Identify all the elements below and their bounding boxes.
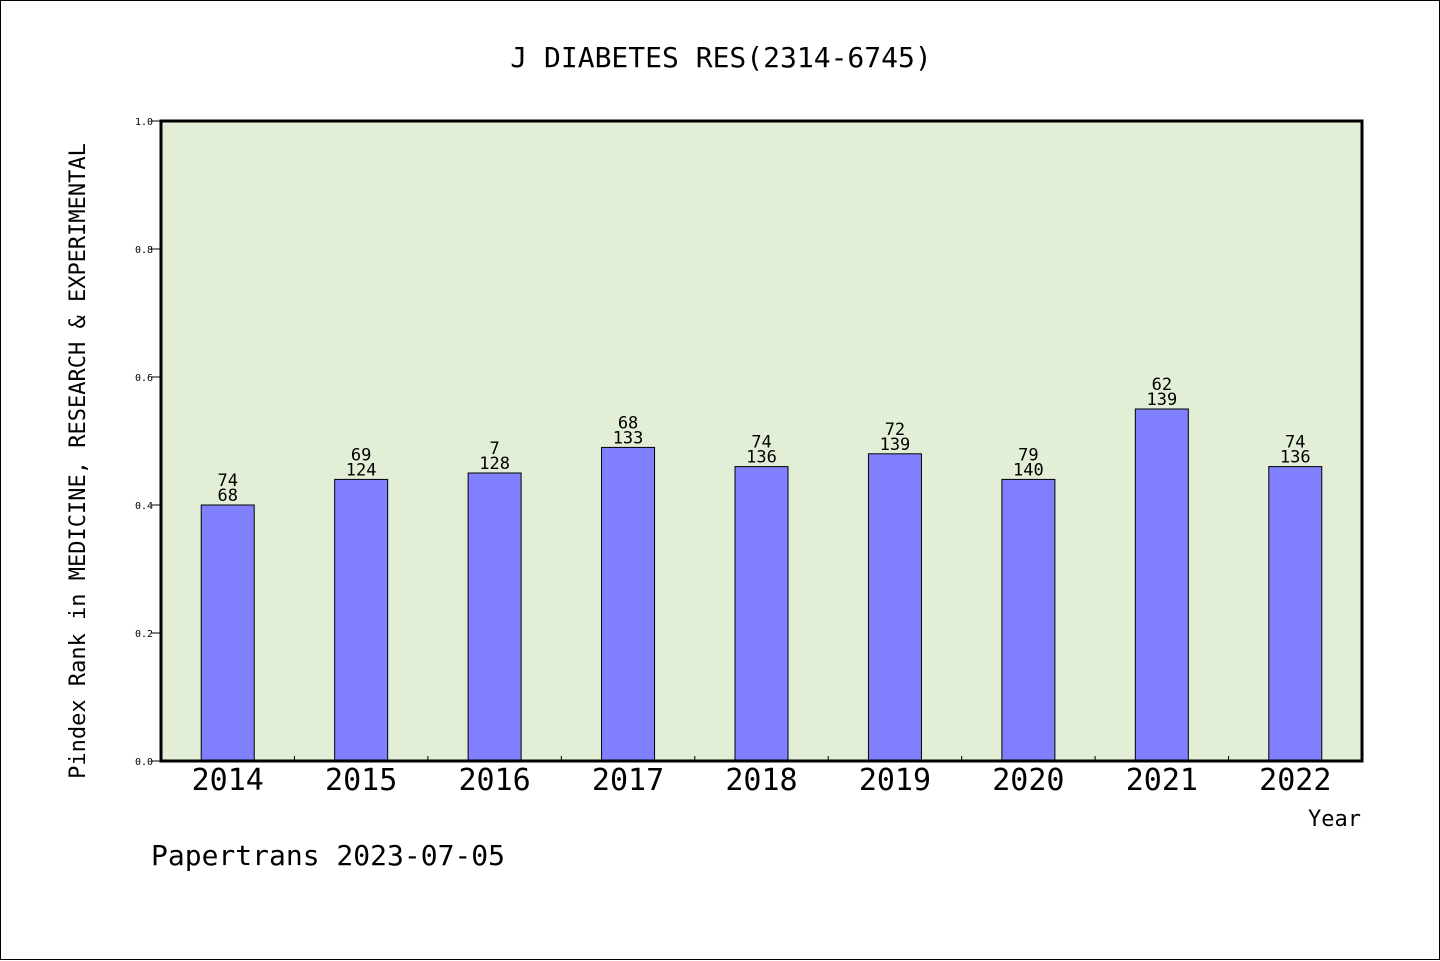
y-tick-label: 0.0 bbox=[135, 757, 153, 768]
footer-credit: Papertrans 2023-07-05 bbox=[151, 839, 505, 872]
data-label-top-2022: 74 bbox=[1285, 433, 1305, 453]
y-tick-label: 0.6 bbox=[135, 373, 153, 384]
bar-2022 bbox=[1268, 466, 1323, 762]
data-label-bottom-2016: 128 bbox=[479, 454, 510, 474]
y-tick-label: 0.4 bbox=[135, 501, 153, 512]
bar-2015 bbox=[334, 478, 389, 762]
data-label-top-2018: 74 bbox=[751, 433, 771, 453]
data-label-bottom-2019: 139 bbox=[880, 435, 911, 455]
data-label-bottom-2021: 139 bbox=[1146, 390, 1177, 410]
y-tick-label: 0.2 bbox=[135, 629, 153, 640]
data-label-top-2015: 69 bbox=[351, 445, 371, 465]
bar-2017 bbox=[601, 446, 656, 762]
y-tick-label: 0.8 bbox=[135, 245, 153, 256]
bar-2014 bbox=[200, 504, 255, 762]
data-label-bottom-2014: 68 bbox=[217, 486, 237, 506]
bar-2016 bbox=[467, 472, 522, 762]
x-tick-label-2017: 2017 bbox=[592, 763, 664, 798]
y-axis-label: Pindex Rank in MEDICINE, RESEARCH & EXPE… bbox=[66, 143, 91, 779]
data-label-top-2020: 79 bbox=[1018, 445, 1038, 465]
x-tick-label-2020: 2020 bbox=[992, 763, 1064, 798]
data-label-bottom-2018: 136 bbox=[746, 448, 777, 468]
plot-frame bbox=[159, 119, 1364, 763]
y-axis: 0.0 0.2 0.4 0.6 0.8 1.0 bbox=[135, 117, 161, 768]
data-label-top-2017: 68 bbox=[618, 413, 638, 433]
bar-2021 bbox=[1134, 408, 1189, 762]
x-tick-label-2018: 2018 bbox=[725, 763, 797, 798]
bar-2019 bbox=[867, 453, 922, 762]
data-label-top-2014: 74 bbox=[217, 471, 237, 491]
x-tick-label-2014: 2014 bbox=[192, 763, 264, 798]
x-tick-label-2016: 2016 bbox=[458, 763, 530, 798]
data-label-bottom-2015: 124 bbox=[346, 460, 377, 480]
data-label-top-2019: 72 bbox=[885, 420, 905, 440]
data-label-top-2021: 62 bbox=[1152, 375, 1172, 395]
bar-2020 bbox=[1001, 478, 1056, 762]
bars bbox=[200, 408, 1323, 762]
x-tick-label-2019: 2019 bbox=[859, 763, 931, 798]
x-axis-label: Year bbox=[1308, 807, 1361, 832]
chart-title: J DIABETES RES(2314-6745) bbox=[510, 41, 931, 74]
y-tick-label: 1.0 bbox=[135, 117, 153, 128]
data-label-bottom-2020: 140 bbox=[1013, 460, 1044, 480]
bar-2018 bbox=[734, 466, 789, 762]
x-axis: 2014 2015 2016 2017 2018 2019 2020 2021 2022 bbox=[192, 756, 1331, 798]
x-tick-label-2022: 2022 bbox=[1259, 763, 1331, 798]
data-label-bottom-2022: 136 bbox=[1280, 448, 1311, 468]
data-label-bottom-2017: 133 bbox=[613, 428, 644, 448]
x-tick-label-2021: 2021 bbox=[1126, 763, 1198, 798]
data-label-top-2016: 7 bbox=[489, 439, 499, 459]
x-tick-label-2015: 2015 bbox=[325, 763, 397, 798]
